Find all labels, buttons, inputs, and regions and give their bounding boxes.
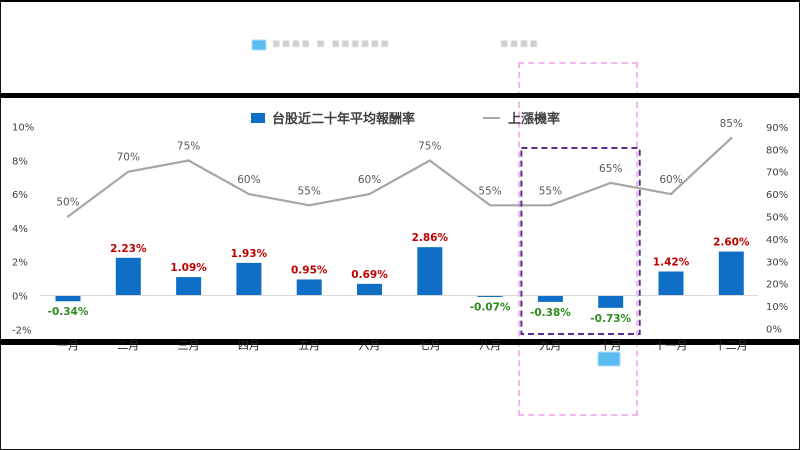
line-series — [66, 136, 733, 218]
bar — [296, 279, 322, 296]
x-axis-tick-label: 四月 — [238, 339, 260, 352]
x-axis-tick-label: 五月 — [298, 339, 320, 352]
line-point — [669, 192, 673, 196]
x-axis-tick-label: 九月 — [539, 339, 561, 352]
line-point — [66, 215, 70, 218]
x-axis-tick-label: 十一月 — [655, 338, 688, 352]
line-data-label: 75% — [418, 141, 441, 153]
bottom-black-band — [0, 339, 800, 345]
line-point — [428, 159, 431, 162]
bar-data-label: -0.38% — [530, 307, 571, 319]
left-axis-tick-label: 0% — [12, 292, 28, 303]
line-point — [488, 204, 492, 207]
bar — [477, 295, 503, 297]
bar — [417, 247, 443, 296]
bar-data-label: 1.93% — [231, 248, 268, 260]
bar-series — [55, 247, 744, 308]
line-data-label: 70% — [117, 152, 140, 164]
left-axis-tick-label: 8% — [12, 156, 28, 167]
bar-data-label: -0.34% — [48, 306, 89, 318]
left-axis-tick-label: 2% — [12, 258, 28, 269]
right-axis-tick-label: 30% — [766, 257, 788, 268]
left-axis: -2% 0% 2% 4% 6% 8% 10% — [12, 123, 34, 337]
top-black-band — [0, 93, 800, 98]
bar — [598, 295, 624, 308]
bar — [176, 277, 202, 296]
bar — [115, 257, 141, 296]
x-axis-tick-label: 十二月 — [715, 338, 748, 352]
x-axis-tick-label: 二月 — [117, 339, 139, 352]
line-point — [549, 204, 552, 207]
bar — [718, 251, 744, 296]
line-data-label: 55% — [539, 185, 562, 197]
line-data-label: 55% — [478, 185, 501, 197]
legend: 台股近二十年平均報酬率 上漲機率 — [251, 111, 560, 127]
line-data-labels: 50% 70% 75% 60% 55% 60% 75% 55% 55% 65% 60% 85% — [56, 118, 743, 208]
x-axis-tick-label: 一月 — [57, 339, 79, 352]
x-axis-tick-label: 三月 — [178, 339, 200, 352]
line-point — [368, 192, 371, 196]
highlight-box-sep-oct — [520, 147, 641, 335]
line-path — [67, 137, 733, 218]
bar-data-label: 2.86% — [412, 232, 449, 244]
line-data-label: 55% — [298, 185, 321, 197]
legend-bar-swatch — [251, 113, 265, 123]
top-black-bar — [0, 0, 800, 2]
bar-data-label: 1.42% — [653, 257, 690, 269]
bar — [357, 283, 382, 296]
line-data-label: 75% — [177, 141, 200, 153]
line-data-label: 60% — [358, 174, 381, 186]
line-point — [609, 181, 612, 185]
left-axis-tick-label: 4% — [12, 224, 28, 235]
bar — [55, 295, 81, 302]
bar-data-label: 0.69% — [351, 269, 388, 281]
line-point — [247, 192, 251, 196]
line-point — [187, 159, 190, 162]
line-point — [308, 204, 311, 207]
x-axis-tick-label: 七月 — [419, 339, 441, 352]
left-axis-tick-label: 10% — [12, 123, 34, 134]
right-axis-tick-label: 70% — [766, 168, 788, 179]
line-data-label: 50% — [56, 197, 79, 209]
line-data-label: 65% — [599, 163, 622, 175]
left-axis-tick-label: -2% — [12, 325, 31, 336]
bar-data-label: 2.23% — [110, 243, 147, 255]
bar-data-label: -0.07% — [470, 302, 511, 314]
bar — [658, 271, 684, 296]
right-axis-tick-label: 0% — [766, 325, 782, 336]
x-axis-tick-label: 十月 — [600, 338, 622, 352]
bar-data-label: 1.09% — [170, 262, 207, 274]
bar-data-labels: -0.34% 2.23% 1.09% 1.93% 0.95% 0.69% 2.86% -0.0… — [48, 232, 750, 325]
right-axis-tick-label: 10% — [766, 302, 788, 313]
right-axis: 0% 10% 20% 30% 40% 50% 60% 70% 80% 90% — [766, 123, 788, 336]
bar-data-label: 0.95% — [291, 264, 328, 276]
bar — [537, 295, 563, 302]
line-point — [730, 136, 733, 140]
right-axis-tick-label: 20% — [766, 280, 788, 291]
bar-data-label: 2.60% — [713, 237, 750, 249]
right-axis-tick-label: 50% — [766, 213, 788, 224]
legend-bar-label: 台股近二十年平均報酬率 — [272, 111, 415, 127]
legend-line-label: 上漲機率 — [508, 111, 560, 127]
right-axis-tick-label: 40% — [766, 235, 788, 246]
left-axis-tick-label: 6% — [12, 190, 28, 201]
right-axis-tick-label: 90% — [766, 123, 788, 134]
bar — [236, 262, 262, 296]
line-data-label: 60% — [659, 174, 682, 186]
x-axis-tick-label: 八月 — [479, 339, 501, 352]
x-axis-tick-label: 六月 — [359, 339, 381, 352]
right-axis-tick-label: 60% — [766, 190, 788, 201]
bar-data-label: -0.73% — [590, 313, 631, 325]
line-data-label: 85% — [720, 118, 743, 130]
x-axis: 一月 二月 三月 四月 五月 六月 七月 八月 九月 十月 十一月 十二月 — [40, 295, 758, 352]
right-axis-tick-label: 80% — [766, 145, 788, 156]
line-data-label: 60% — [237, 174, 260, 186]
line-point — [127, 170, 130, 173]
